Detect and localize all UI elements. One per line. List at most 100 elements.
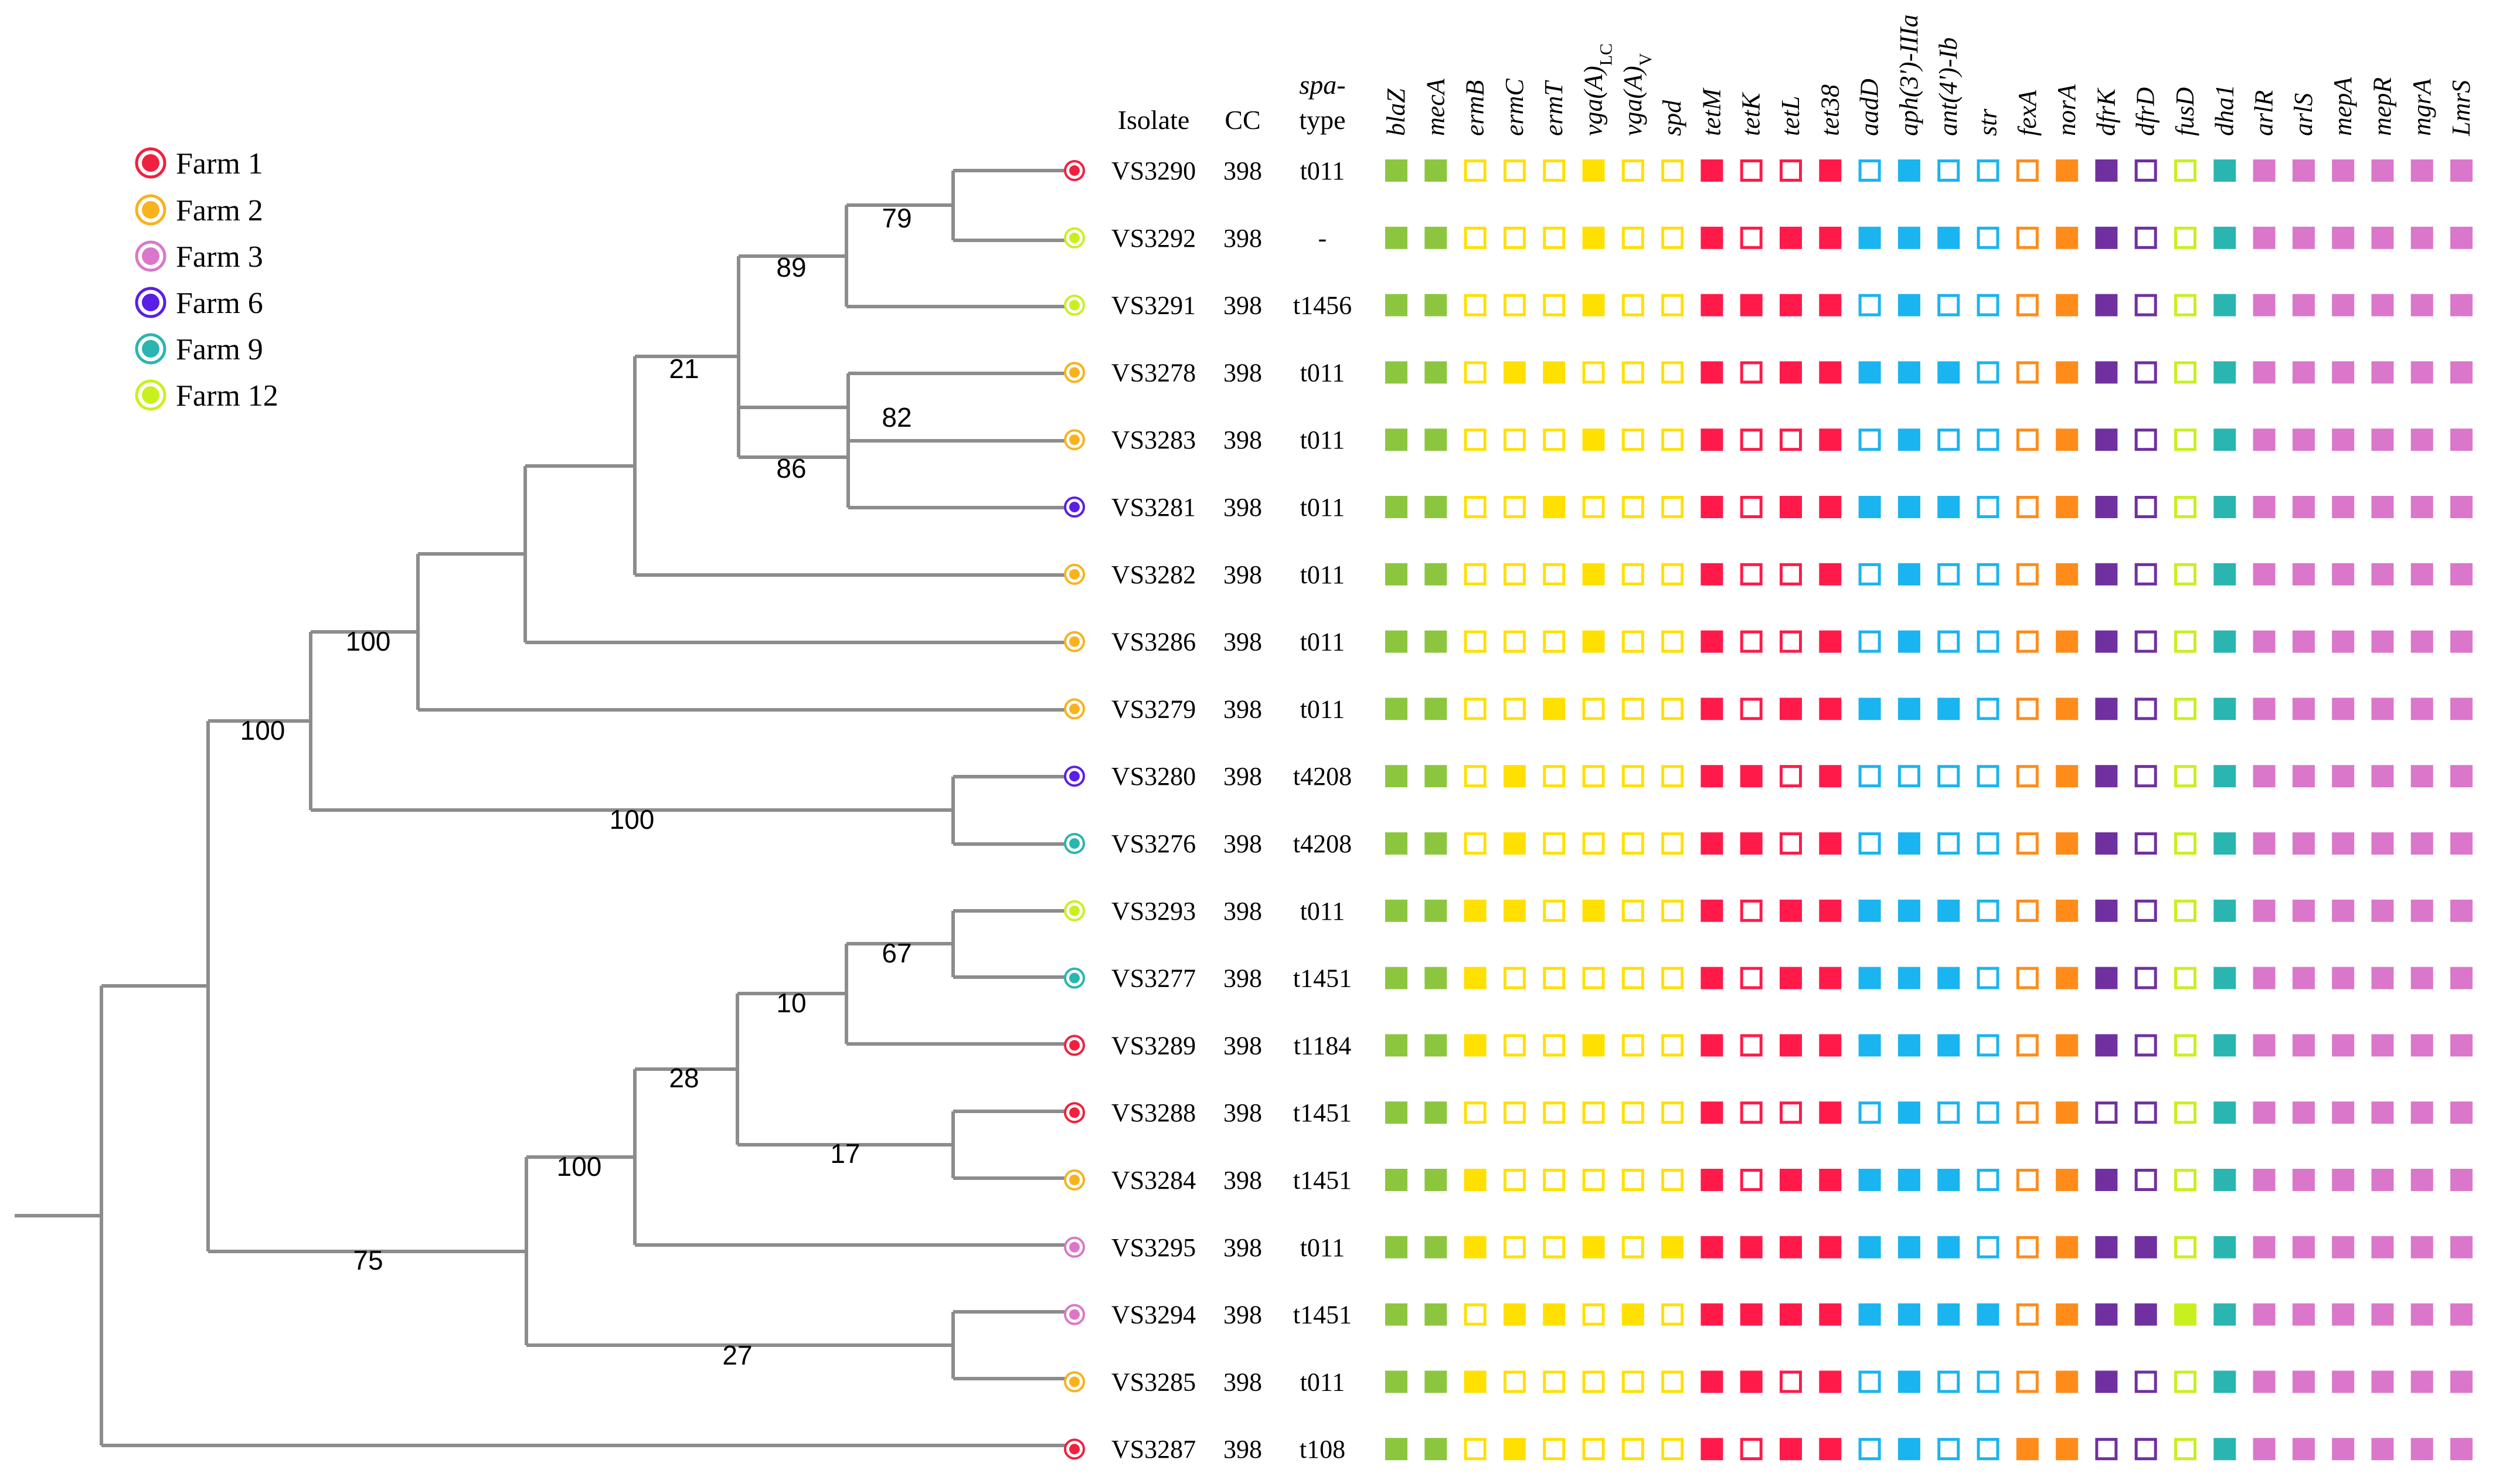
gene-present-cell: [2253, 226, 2276, 249]
gene-present-cell: [2213, 226, 2236, 249]
gene-present-cell: [2213, 294, 2236, 317]
gene-absent-cell: [2016, 1236, 2039, 1258]
gene-present-cell: [2450, 294, 2473, 317]
gene-present-cell: [2332, 765, 2355, 788]
gene-absent-cell: [2016, 832, 2039, 855]
gene-header: tetM: [1697, 87, 1726, 136]
gene-present-cell: [2253, 361, 2276, 384]
gene-present-cell: [2292, 1169, 2315, 1191]
gene-present-cell: [1937, 698, 1960, 720]
gene-present-cell: [2371, 563, 2394, 586]
isolate-row: VS3295 398 t011: [1064, 1233, 2473, 1262]
gene-present-cell: [2450, 1236, 2473, 1258]
isolate-id: VS3289: [1111, 1031, 1196, 1060]
gene-absent-cell: [1977, 159, 1999, 182]
gene-present-cell: [1819, 1101, 1842, 1124]
gene-present-cell: [1897, 630, 1920, 653]
gene-present-cell: [2095, 899, 2118, 922]
gene-absent-cell: [2016, 967, 2039, 989]
gene-present-cell: [1385, 1236, 1407, 1258]
gene-present-cell: [1780, 496, 1802, 518]
isolate-row: VS3294 398 t1451: [1064, 1301, 2473, 1329]
gene-absent-cell: [1543, 1370, 1566, 1393]
gene-present-cell: [1897, 294, 1920, 317]
gene-absent-cell: [1621, 698, 1644, 720]
isolate-cc: 398: [1223, 560, 1262, 589]
gene-present-cell: [1858, 1034, 1881, 1057]
gene-present-cell: [2095, 1169, 2118, 1191]
isolate-cc: 398: [1223, 1098, 1262, 1127]
gene-present-cell: [2095, 361, 2118, 384]
gene-present-cell: [2213, 1303, 2236, 1326]
gene-present-cell: [2410, 428, 2433, 451]
isolate-row: VS3279 398 t011: [1064, 695, 2473, 723]
isolate-row: VS3287 398 t108: [1064, 1435, 2473, 1464]
isolate-cc: 398: [1223, 964, 1262, 993]
gene-present-cell: [2450, 765, 2473, 788]
gene-header: ant(4')-Ib: [1934, 38, 1963, 136]
isolate-spa-type: t011: [1300, 1367, 1345, 1396]
farm-marker-dot: [1069, 838, 1080, 849]
gene-absent-cell: [1464, 563, 1487, 586]
gene-absent-cell: [1937, 630, 1960, 653]
gene-absent-cell: [1858, 428, 1881, 451]
gene-present-cell: [1424, 1438, 1447, 1461]
gene-present-cell: [1701, 294, 1723, 317]
gene-present-cell: [2095, 765, 2118, 788]
gene-present-cell: [2253, 428, 2276, 451]
gene-present-cell: [2056, 1101, 2079, 1124]
gene-absent-cell: [1937, 832, 1960, 855]
isolate-row: VS3292 398 -: [1064, 224, 2473, 253]
gene-present-cell: [2371, 428, 2394, 451]
gene-present-cell: [2332, 832, 2355, 855]
gene-present-cell: [1740, 294, 1763, 317]
gene-present-cell: [2410, 765, 2433, 788]
gene-absent-cell: [2134, 563, 2157, 586]
gene-present-cell: [2450, 967, 2473, 989]
gene-present-cell: [2371, 294, 2394, 317]
legend-item: Farm 1: [135, 147, 263, 181]
gene-absent-cell: [2016, 630, 2039, 653]
cc-header: CC: [1225, 105, 1260, 135]
gene-absent-cell: [1621, 1169, 1644, 1191]
bootstrap-label: 100: [610, 804, 655, 835]
isolate-row: VS3281 398 t011: [1064, 493, 2473, 522]
gene-present-cell: [1661, 1236, 1684, 1258]
gene-present-cell: [1582, 294, 1605, 317]
isolate-row: VS3288 398 t1451: [1064, 1098, 2473, 1127]
gene-present-cell: [1503, 1303, 1526, 1326]
gene-absent-cell: [1503, 294, 1526, 317]
spa-header-bottom: type: [1299, 105, 1345, 135]
isolate-row: VS3291 398 t1456: [1064, 291, 2473, 320]
isolate-spa-type: t011: [1300, 426, 1345, 454]
gene-present-cell: [1780, 361, 1802, 384]
gene-absent-cell: [2174, 630, 2196, 653]
gene-absent-cell: [1543, 159, 1566, 182]
gene-present-cell: [1701, 899, 1723, 922]
gene-present-cell: [2332, 899, 2355, 922]
gene-present-cell: [1937, 1169, 1960, 1191]
legend-label: Farm 9: [176, 333, 263, 366]
gene-present-cell: [1701, 630, 1723, 653]
gene-present-cell: [2450, 361, 2473, 384]
gene-absent-cell: [1780, 1101, 1802, 1124]
gene-present-cell: [1897, 496, 1920, 518]
gene-present-cell: [2253, 294, 2276, 317]
gene-present-cell: [2095, 1236, 2118, 1258]
gene-absent-cell: [1858, 765, 1881, 788]
gene-present-cell: [2371, 1101, 2394, 1124]
gene-present-cell: [2056, 967, 2079, 989]
gene-present-cell: [2056, 1438, 2079, 1461]
gene-header: norA: [2052, 84, 2081, 136]
gene-absent-cell: [2016, 698, 2039, 720]
gene-present-cell: [2410, 1438, 2433, 1461]
gene-present-cell: [2371, 1236, 2394, 1258]
gene-absent-cell: [1543, 563, 1566, 586]
gene-absent-cell: [1543, 1101, 1566, 1124]
gene-present-cell: [2056, 1169, 2079, 1191]
gene-present-cell: [2134, 1303, 2157, 1326]
gene-absent-cell: [2134, 1438, 2157, 1461]
gene-present-cell: [2095, 1034, 2118, 1057]
gene-present-cell: [2253, 899, 2276, 922]
gene-present-cell: [2410, 1101, 2433, 1124]
